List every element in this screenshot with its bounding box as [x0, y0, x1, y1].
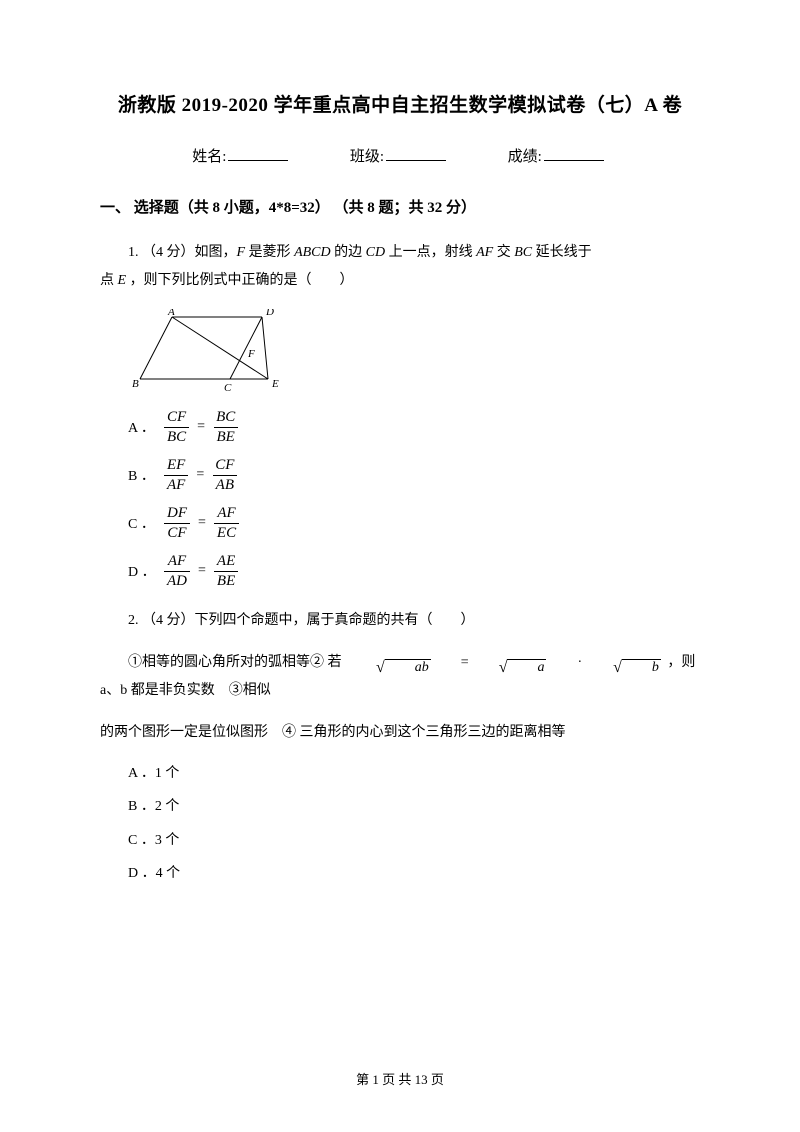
- var-cd: CD: [366, 245, 385, 260]
- question-1: 1. （4 分）如图，F 是菱形 ABCD 的边 CD 上一点，射线 AF 交 …: [100, 239, 700, 295]
- q2-stem: 2. （4 分）下列四个命题中，属于真命题的共有（ ）: [100, 607, 700, 635]
- fraction-equation: CFBC = BCBE: [164, 409, 238, 445]
- fraction-equation: EFAF = CFAB: [164, 457, 237, 493]
- svg-text:D: D: [265, 309, 274, 318]
- q1-text: 1. （4 分）如图，: [128, 245, 237, 260]
- q2-choice-b: B ．2 个: [128, 794, 700, 819]
- name-blank[interactable]: [228, 160, 288, 161]
- q1-choice-a: A ． CFBC = BCBE: [128, 409, 700, 445]
- section-1-header: 一、 选择题（共 8 小题，4*8=32） （共 8 题；共 32 分）: [100, 196, 700, 217]
- var-f: F: [237, 245, 246, 260]
- name-label: 姓名:: [192, 149, 226, 165]
- exam-page: 浙教版 2019-2020 学年重点高中自主招生数学模拟试卷（七）A 卷 姓名:…: [0, 0, 800, 886]
- q2-choice-c: C ．3 个: [128, 828, 700, 853]
- svg-text:C: C: [224, 382, 232, 394]
- class-label: 班级:: [350, 149, 384, 165]
- page-footer: 第 1 页 共 13 页: [0, 1069, 800, 1088]
- q1-choice-c: C ． DFCF = AFEC: [128, 505, 700, 541]
- student-info-row: 姓名: 班级: 成绩:: [100, 145, 700, 166]
- question-2: 2. （4 分）下列四个命题中，属于真命题的共有（ ）: [100, 607, 700, 635]
- svg-text:A: A: [167, 309, 175, 318]
- sqrt-equation: √ab = √a · √b: [348, 649, 661, 677]
- class-blank[interactable]: [386, 160, 446, 161]
- fraction-equation: DFCF = AFEC: [164, 505, 239, 541]
- fraction-equation: AFAD = AEBE: [164, 553, 238, 589]
- var-af: AF: [476, 245, 493, 260]
- svg-text:B: B: [132, 378, 139, 390]
- q1-choice-d: D ． AFAD = AEBE: [128, 553, 700, 589]
- q2-choice-d: D ．4 个: [128, 861, 700, 886]
- var-abcd: ABCD: [294, 245, 331, 260]
- var-bc: BC: [514, 245, 532, 260]
- q1-choice-b: B ． EFAF = CFAB: [128, 457, 700, 493]
- rhombus-diagram: A D B C E F: [132, 309, 287, 395]
- q2-choice-a: A ．1 个: [128, 761, 700, 786]
- q2-propositions: ①相等的圆心角所对的弧相等② 若 √ab = √a · √b ，则 a、b 都是…: [100, 649, 700, 705]
- score-blank[interactable]: [544, 160, 604, 161]
- score-label: 成绩:: [508, 149, 542, 165]
- q1-figure: A D B C E F: [132, 309, 700, 395]
- var-e: E: [118, 273, 127, 288]
- q2-propositions-2: 的两个图形一定是位似图形 ④ 三角形的内心到这个三角形三边的距离相等: [100, 719, 700, 747]
- page-title: 浙教版 2019-2020 学年重点高中自主招生数学模拟试卷（七）A 卷: [100, 90, 700, 117]
- svg-text:F: F: [247, 348, 255, 360]
- svg-text:E: E: [271, 378, 279, 390]
